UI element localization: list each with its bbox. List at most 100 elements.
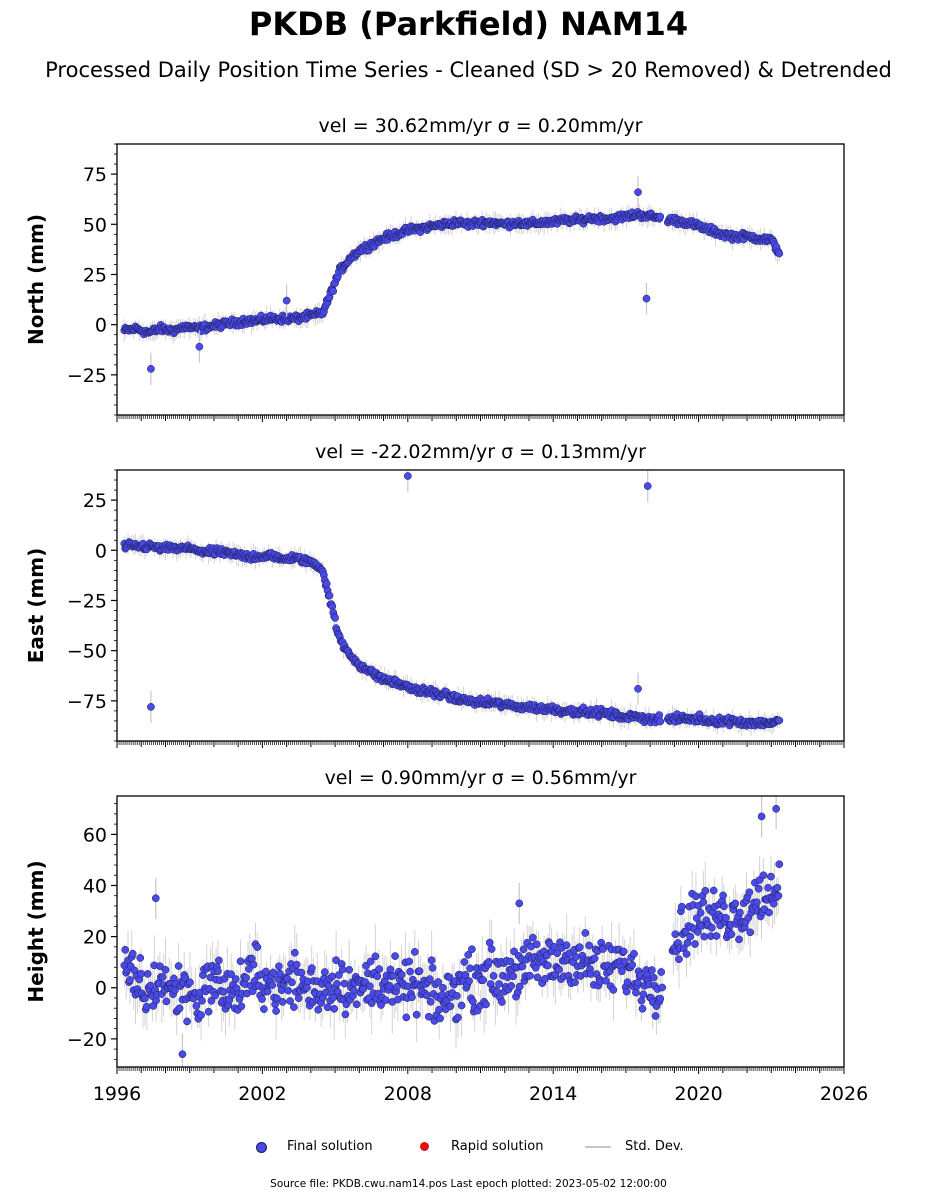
data-point	[412, 1010, 421, 1019]
data-point	[273, 994, 281, 1003]
figure-title: PKDB (Parkfield) NAM14	[248, 5, 689, 43]
data-point	[143, 970, 152, 978]
data-point	[550, 943, 559, 951]
data-point	[460, 958, 469, 966]
data-point	[410, 948, 419, 956]
x-tick-label: 2008	[384, 1083, 432, 1105]
outlier-point	[195, 342, 204, 351]
data-point	[219, 988, 228, 996]
data-point	[484, 958, 493, 966]
outlier-point	[634, 188, 642, 197]
data-point	[156, 962, 164, 971]
y-tick-label: 0	[95, 315, 107, 337]
data-point	[468, 945, 476, 954]
data-point	[658, 983, 667, 992]
data-point	[637, 996, 646, 1005]
y-tick-label: 40	[83, 875, 107, 897]
data-point	[275, 962, 283, 971]
data-point	[518, 962, 527, 971]
data-point	[249, 960, 258, 969]
data-point	[207, 996, 216, 1005]
data-point	[628, 961, 637, 969]
data-point	[260, 1005, 268, 1013]
data-point	[775, 716, 784, 725]
data-point	[183, 1017, 191, 1026]
data-point	[204, 1007, 213, 1016]
data-point	[439, 983, 447, 992]
source-note: Source file: PKDB.cwu.nam14.pos Last epo…	[270, 1178, 667, 1190]
data-point	[572, 953, 580, 961]
data-point	[495, 980, 503, 988]
outlier-point	[178, 1050, 187, 1059]
data-point	[294, 994, 303, 1003]
legend-std-label: Std. Dev.	[625, 1139, 684, 1154]
data-point	[331, 614, 339, 622]
data-point	[767, 872, 775, 881]
y-tick-label: 25	[83, 264, 107, 286]
data-point	[197, 1011, 205, 1019]
data-point	[457, 1001, 466, 1010]
data-point	[712, 932, 721, 940]
data-point	[428, 964, 437, 972]
data-point	[623, 978, 632, 987]
data-point	[328, 972, 337, 981]
final-points-east	[120, 538, 784, 730]
data-point	[764, 883, 772, 892]
y-tick-label: −20	[67, 1029, 107, 1051]
data-point	[288, 978, 296, 987]
data-point	[340, 979, 349, 988]
data-point	[408, 993, 416, 1002]
data-point	[562, 941, 571, 950]
data-point	[137, 969, 145, 978]
data-point	[292, 960, 301, 969]
axes-frame-height	[116, 795, 845, 1068]
data-point	[454, 1013, 462, 1022]
data-point	[555, 965, 563, 974]
x-ticks-east	[116, 741, 845, 748]
data-point	[365, 982, 374, 991]
y-tick-label: −50	[67, 641, 107, 663]
data-point	[237, 1002, 246, 1011]
data-point	[192, 1002, 201, 1010]
data-point	[436, 1014, 444, 1023]
data-point	[329, 287, 338, 296]
data-point	[352, 1000, 361, 1009]
stddev-bars-east	[123, 533, 780, 737]
data-point	[543, 961, 552, 970]
y-ticks-height: −20 0 20 40 60	[67, 803, 117, 1060]
data-point	[427, 956, 436, 965]
outlier-point	[634, 684, 642, 693]
data-point	[692, 892, 700, 901]
outlier-point	[757, 812, 766, 821]
data-point	[323, 1003, 332, 1012]
data-point	[510, 947, 518, 956]
data-point	[489, 972, 498, 980]
data-point	[286, 997, 294, 1005]
data-point	[371, 952, 380, 961]
panel-title-east: vel = -22.02mm/yr σ = 0.13mm/yr	[315, 441, 646, 463]
data-point	[333, 980, 341, 988]
outlier-point	[772, 804, 780, 813]
data-layer-height	[120, 796, 784, 1067]
data-point	[575, 943, 584, 951]
data-point	[682, 950, 691, 958]
data-point	[242, 974, 250, 982]
data-point	[581, 929, 590, 937]
outlier-point	[147, 703, 155, 711]
data-point	[754, 884, 763, 893]
data-point	[736, 908, 744, 917]
legend-rapid-label: Rapid solution	[451, 1139, 544, 1154]
data-point	[426, 997, 435, 1006]
data-point	[186, 978, 194, 987]
legend-final-label: Final solution	[287, 1139, 373, 1154]
outlier-point	[515, 899, 524, 908]
data-point	[533, 973, 542, 982]
legend-rapid-marker	[420, 1142, 429, 1151]
data-point	[381, 996, 390, 1004]
data-point	[393, 982, 401, 991]
data-point	[424, 1012, 433, 1021]
x-tick-label: 2002	[238, 1083, 286, 1105]
plot-canvas: vel = 30.62mm/yr σ = 0.20mm/yr North (mm)…	[24, 115, 868, 1105]
x-tick-label: 2020	[674, 1083, 722, 1105]
y-tick-label: 25	[83, 490, 107, 512]
